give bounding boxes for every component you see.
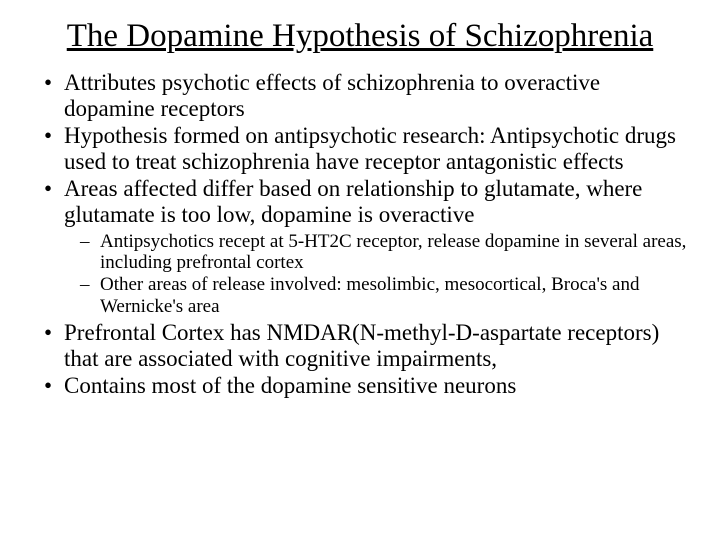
bullet-text: Prefrontal Cortex has NMDAR(N-methyl-D-a… — [64, 320, 659, 371]
slide: The Dopamine Hypothesis of Schizophrenia… — [0, 0, 720, 540]
sub-bullet-text: Other areas of release involved: mesolim… — [100, 274, 639, 317]
list-item: Attributes psychotic effects of schizoph… — [64, 70, 690, 123]
bullet-text: Attributes psychotic effects of schizoph… — [64, 70, 600, 121]
slide-title: The Dopamine Hypothesis of Schizophrenia — [30, 18, 690, 56]
list-item: Contains most of the dopamine sensitive … — [64, 373, 690, 399]
list-item: Antipsychotics recept at 5-HT2C receptor… — [100, 231, 690, 275]
sub-bullet-text: Antipsychotics recept at 5-HT2C receptor… — [100, 231, 686, 274]
bullet-text: Hypothesis formed on antipsychotic resea… — [64, 123, 676, 174]
list-item: Hypothesis formed on antipsychotic resea… — [64, 123, 690, 176]
list-item: Prefrontal Cortex has NMDAR(N-methyl-D-a… — [64, 320, 690, 373]
bullet-list: Attributes psychotic effects of schizoph… — [30, 70, 690, 399]
list-item: Areas affected differ based on relations… — [64, 176, 690, 318]
bullet-text: Contains most of the dopamine sensitive … — [64, 373, 516, 398]
bullet-text: Areas affected differ based on relations… — [64, 176, 642, 227]
list-item: Other areas of release involved: mesolim… — [100, 274, 690, 318]
sub-bullet-list: Antipsychotics recept at 5-HT2C receptor… — [64, 231, 690, 318]
